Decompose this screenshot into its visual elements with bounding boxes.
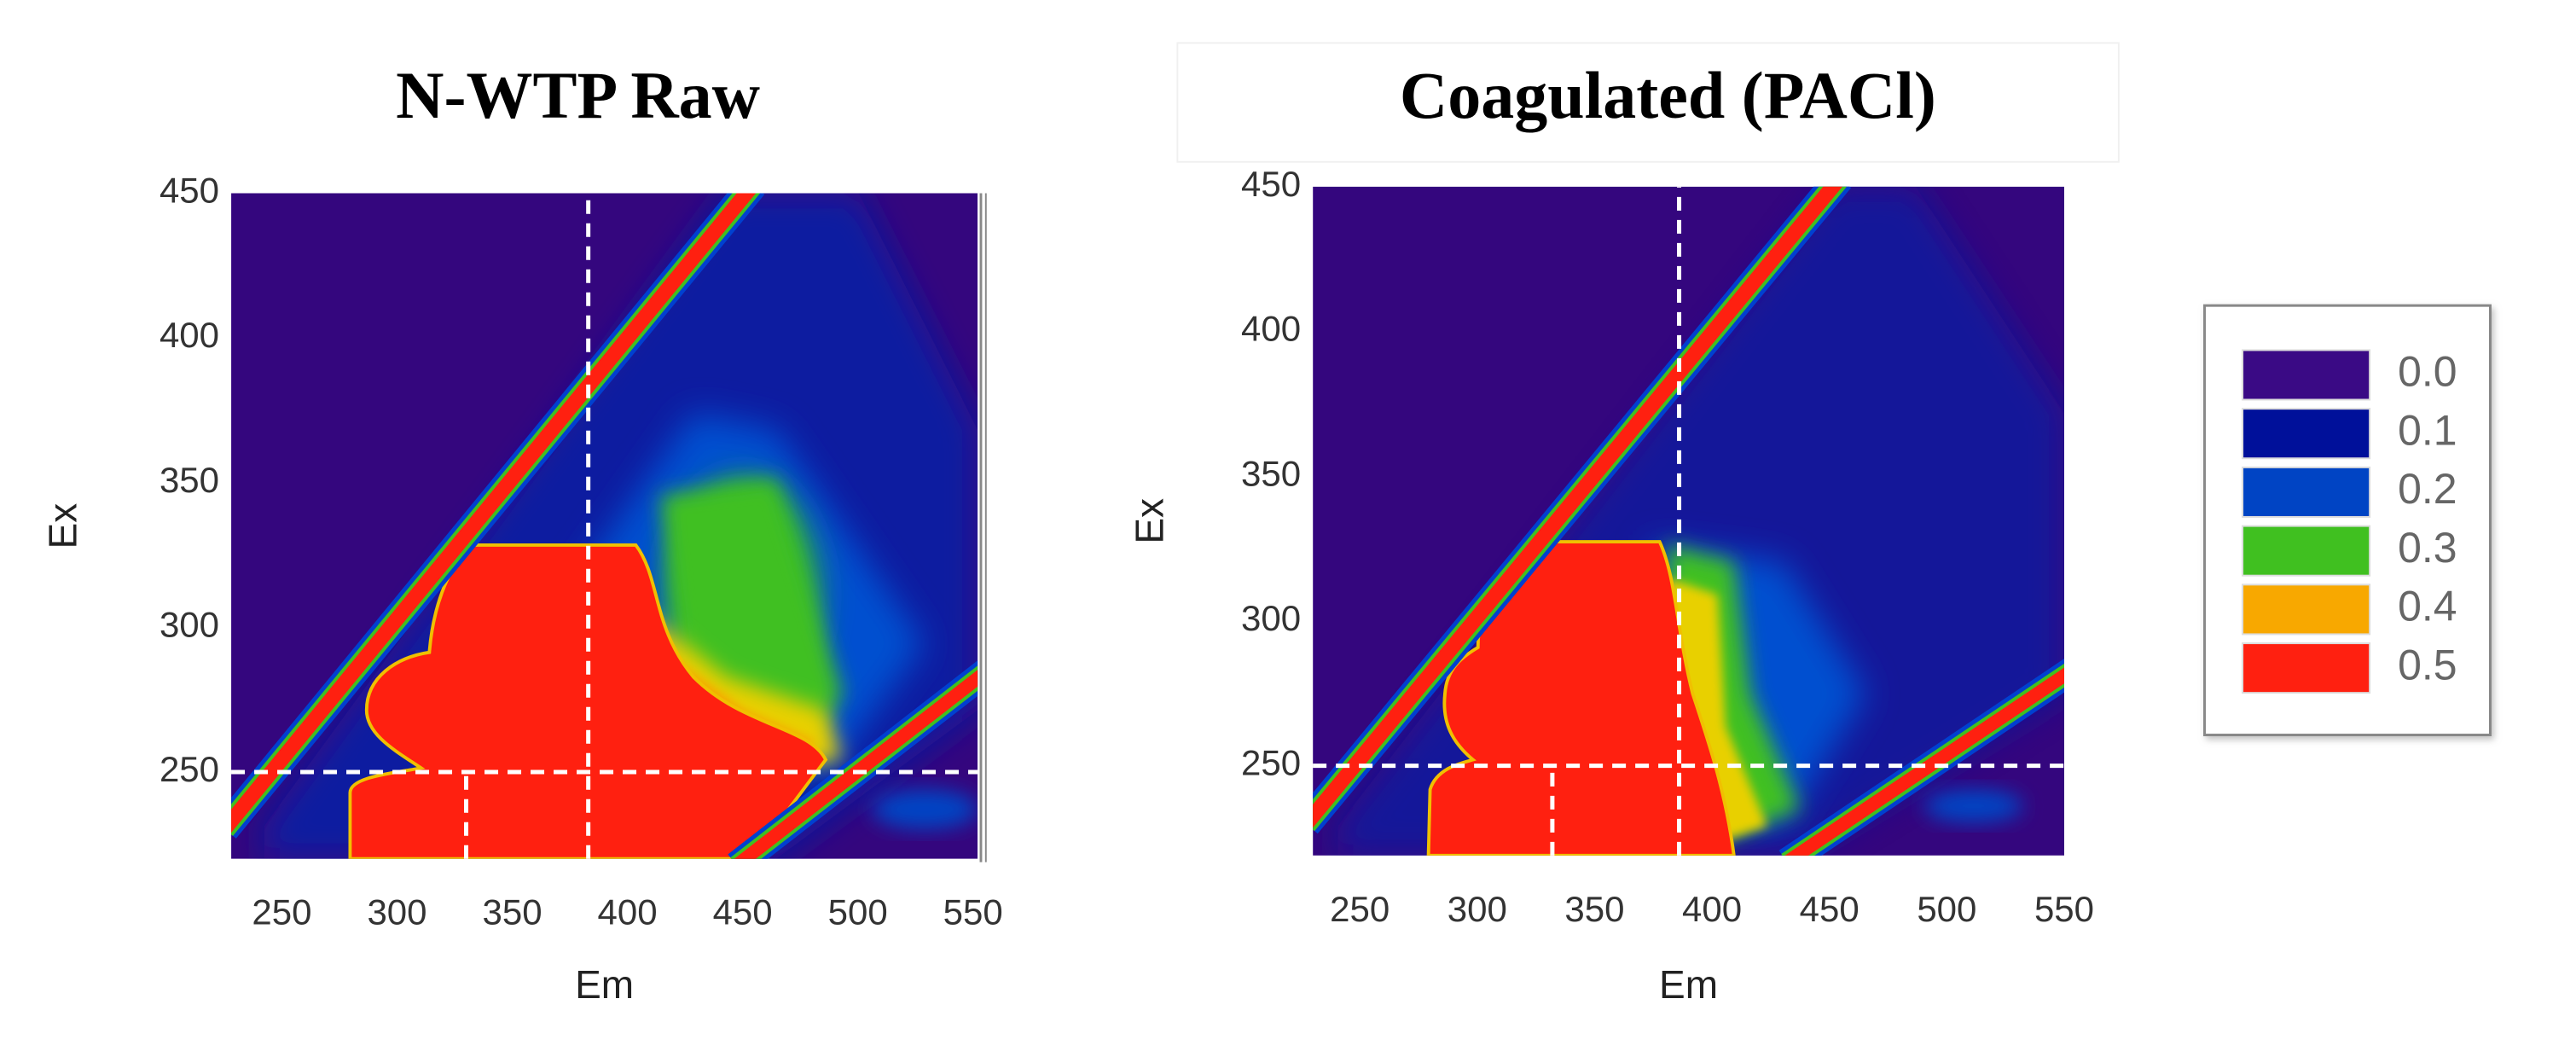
x-tick-label: 450 [713,892,773,932]
x-tick-label: 500 [828,892,888,932]
legend-swatch [2242,408,2371,460]
x-tick-label: 250 [1330,889,1390,929]
x-tick-label: 450 [1800,889,1859,929]
y-axis-label: Ex [1127,498,1171,544]
legend-label: 0.0 [2398,348,2457,396]
legend-label: 0.3 [2398,524,2457,572]
x-tick-label: 300 [367,892,426,932]
x-tick-label: 500 [1917,889,1976,929]
contour-field [231,193,987,862]
legend-label: 0.4 [2398,583,2457,630]
y-tick-label: 250 [160,749,219,789]
x-tick-label: 250 [252,892,311,932]
x-tick-label: 550 [943,892,1003,932]
legend-label: 0.5 [2398,641,2457,688]
legend-label: 0.1 [2398,406,2457,454]
y-tick-label: 300 [160,604,219,644]
x-tick-label: 350 [1564,889,1624,929]
y-axis-label: Ex [41,503,85,549]
x-tick-label: 300 [1448,889,1507,929]
x-axis-label: Em [575,962,634,1007]
legend-label: 0.2 [2398,465,2457,513]
x-tick-label: 400 [598,892,658,932]
legend-swatch [2242,584,2371,636]
y-tick-label: 450 [1241,164,1301,204]
x-axis-label: Em [1659,962,1718,1007]
legend-swatch [2242,642,2371,694]
y-tick-label: 250 [1241,743,1301,783]
x-tick-label: 350 [483,892,542,932]
legend-swatch [2242,349,2371,401]
chart-title: N-WTP Raw [396,58,760,132]
y-tick-label: 450 [160,171,219,211]
y-tick-label: 400 [160,315,219,355]
legend-swatch [2242,525,2371,577]
contour-field [1176,42,2120,856]
x-tick-label: 550 [2034,889,2094,929]
y-tick-label: 350 [160,460,219,500]
chart-title: Coagulated (PACl) [1400,58,1936,132]
y-tick-label: 350 [1241,453,1301,493]
y-tick-label: 300 [1241,598,1301,638]
y-tick-label: 400 [1241,309,1301,349]
legend-swatch [2242,466,2371,518]
x-tick-label: 400 [1682,889,1742,929]
